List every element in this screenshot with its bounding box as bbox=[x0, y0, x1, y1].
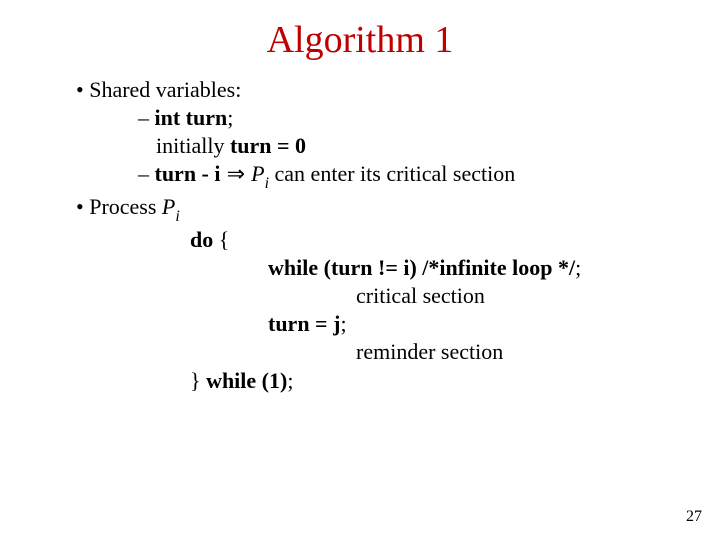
text-semi4: ; bbox=[287, 368, 293, 393]
line-initially: initially turn = 0 bbox=[40, 132, 680, 160]
text-semi: ; bbox=[227, 105, 233, 130]
text-turn-j: turn = j bbox=[268, 311, 340, 336]
text-sub-i2: i bbox=[175, 208, 179, 225]
text-while-loop: while (turn != i) /*infinite loop */ bbox=[268, 255, 575, 280]
line-while-turn: while (turn != i) /*infinite loop */; bbox=[40, 254, 680, 282]
text-sub-i: i bbox=[265, 175, 269, 192]
text-can-enter: can enter its critical section bbox=[269, 161, 515, 186]
text-turn-eq-0: turn = 0 bbox=[230, 133, 306, 158]
bullet-int-turn: int turn; bbox=[40, 104, 680, 132]
page-number: 27 bbox=[686, 508, 702, 526]
text-turn-i: turn - i bbox=[155, 161, 221, 186]
arrow-icon: ⇒ bbox=[221, 161, 252, 186]
slide-title: Algorithm 1 bbox=[40, 18, 680, 62]
line-do: do { bbox=[40, 226, 680, 254]
text-semi2: ; bbox=[575, 255, 581, 280]
text-process: Process bbox=[89, 194, 162, 219]
text-P2: P bbox=[162, 194, 175, 219]
text-semi3: ; bbox=[340, 311, 346, 336]
slide: Algorithm 1 Shared variables: int turn; … bbox=[0, 0, 720, 540]
bullet-process: Process Pi bbox=[40, 193, 680, 226]
text-close-brace: } bbox=[190, 368, 206, 393]
line-while-1: } while (1); bbox=[40, 367, 680, 395]
line-turn-j: turn = j; bbox=[40, 310, 680, 338]
text-P: P bbox=[251, 161, 264, 186]
text-initially: initially bbox=[156, 133, 230, 158]
line-critical: critical section bbox=[40, 282, 680, 310]
bullet-turn-implies: turn - i ⇒ Pi can enter its critical sec… bbox=[40, 160, 680, 193]
text-while-1: while (1) bbox=[206, 368, 287, 393]
slide-body: Shared variables: int turn; initially tu… bbox=[40, 76, 680, 395]
text-do: do bbox=[190, 227, 213, 252]
text-int-turn: int turn bbox=[155, 105, 228, 130]
bullet-shared-vars: Shared variables: bbox=[40, 76, 680, 104]
line-reminder: reminder section bbox=[40, 338, 680, 366]
text-open-brace: { bbox=[213, 227, 229, 252]
